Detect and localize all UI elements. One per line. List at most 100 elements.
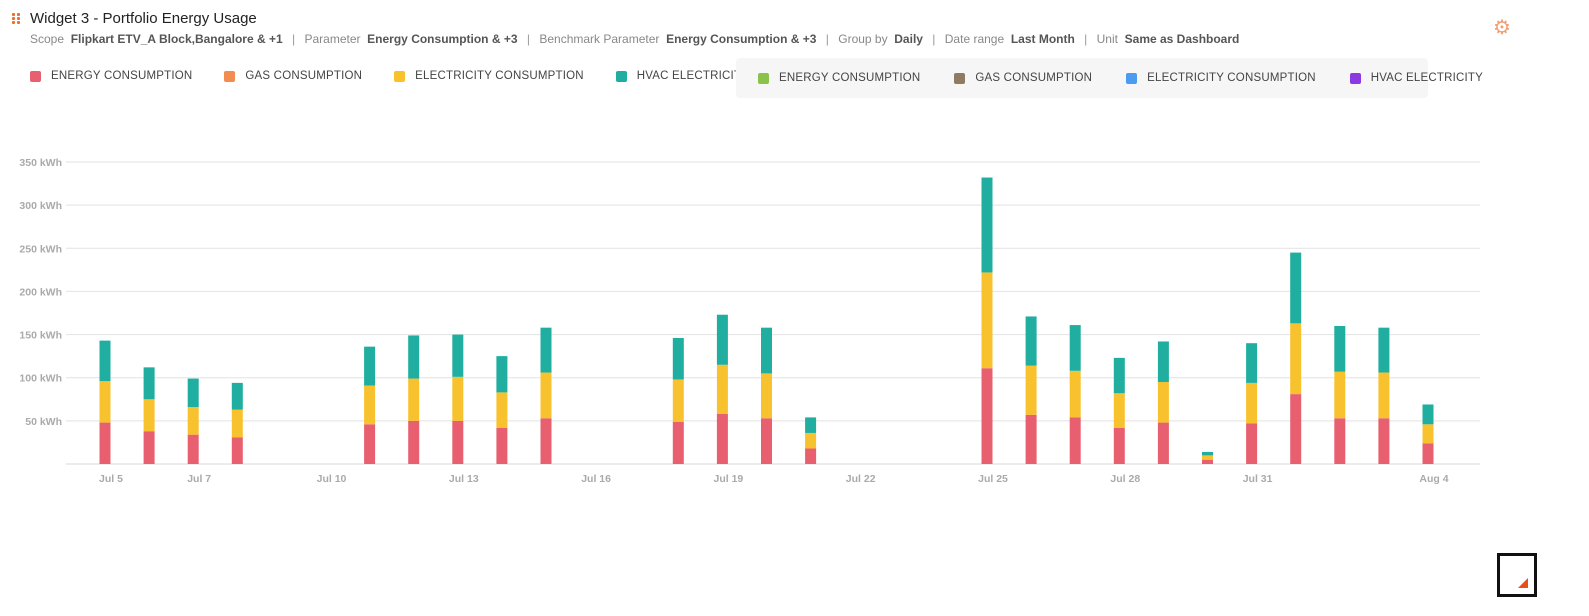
bar-segment (364, 424, 376, 464)
bar-segment (805, 448, 817, 464)
benchmark-label: Benchmark Parameter (539, 32, 660, 46)
bar-segment (540, 327, 552, 373)
y-tick-label: 350 kWh (19, 157, 62, 169)
bar-segment (805, 432, 817, 449)
bar-segment (672, 379, 684, 422)
legend-benchmark: ENERGY CONSUMPTION GAS CONSUMPTION ELECT… (736, 58, 1483, 98)
legend-swatch (615, 70, 627, 82)
group-by-label: Group by (838, 32, 888, 46)
bar-segment (1246, 343, 1258, 383)
gear-icon[interactable]: ⚙ (1493, 17, 1511, 39)
bar-segment (496, 392, 508, 428)
legend-label: ENERGY CONSUMPTION (779, 72, 921, 84)
bar-segment (1069, 325, 1081, 371)
unit-value: Same as Dashboard (1124, 32, 1240, 46)
resize-handle-icon[interactable] (1497, 553, 1537, 597)
bar-segment (716, 413, 728, 464)
legend-swatch (1349, 72, 1361, 84)
legend-swatch (1126, 72, 1138, 84)
bar-segment (1422, 424, 1434, 444)
bar-segment (1290, 394, 1302, 464)
x-tick-label: Jul 22 (846, 473, 876, 485)
group-by-value: Daily (894, 32, 923, 46)
legend-label: ENERGY CONSUMPTION (51, 70, 193, 82)
scope-value: Flipkart ETV_A Block,Bangalore & +1 (70, 32, 283, 46)
bar-segment (540, 418, 552, 464)
x-tick-label: Jul 19 (714, 473, 744, 485)
separator: | (825, 32, 829, 46)
drag-handle-icon[interactable] (12, 13, 22, 25)
scope-label: Scope (30, 32, 65, 46)
x-tick-label: Aug 4 (1419, 473, 1448, 485)
bar-segment (187, 407, 199, 435)
legend-item[interactable]: ELECTRICITY CONSUMPTION (386, 70, 584, 82)
bar-segment (187, 434, 199, 464)
separator: | (1084, 32, 1088, 46)
bar-segment (1025, 414, 1037, 464)
bar-segment (1113, 357, 1125, 394)
legend-label: GAS CONSUMPTION (975, 72, 1093, 84)
x-tick-label: Jul 31 (1243, 473, 1273, 485)
legend-item[interactable]: HVAC ELECTRICITY (608, 70, 749, 82)
y-tick-label: 300 kWh (19, 200, 62, 212)
bar-segment (805, 417, 817, 433)
legend-primary: ENERGY CONSUMPTION GAS CONSUMPTION ELECT… (22, 64, 773, 88)
x-tick-label: Jul 16 (581, 473, 611, 485)
bar-segment (1113, 427, 1125, 464)
bar-segment (143, 399, 155, 432)
bar-segment (1422, 404, 1434, 425)
bar-segment (981, 177, 993, 273)
legend-item[interactable]: ENERGY CONSUMPTION (750, 72, 920, 84)
legend-swatch (394, 70, 406, 82)
legend-label: HVAC ELECTRICITY (1370, 72, 1484, 84)
bar-segment (1378, 418, 1390, 464)
widget-meta: Scope Flipkart ETV_A Block,Bangalore & +… (30, 32, 1239, 46)
bar-segment (1246, 423, 1258, 464)
legend-item[interactable]: GAS CONSUMPTION (946, 72, 1092, 84)
bar-segment (1069, 417, 1081, 464)
bar-segment (408, 378, 420, 421)
benchmark-value: Energy Consumption & +3 (666, 32, 817, 46)
bar-segment (231, 437, 243, 464)
bar-segment (1157, 341, 1169, 383)
bar-segment (1290, 323, 1302, 395)
legend-swatch (30, 70, 41, 82)
bar-segment (1157, 422, 1169, 464)
bar-segment (1202, 459, 1213, 464)
legend-item[interactable]: GAS CONSUMPTION (216, 70, 362, 82)
legend-item[interactable]: ENERGY CONSUMPTION (22, 70, 192, 82)
parameter-value: Energy Consumption & +3 (367, 32, 518, 46)
unit-label: Unit (1096, 32, 1118, 46)
bar-segment (1290, 252, 1302, 324)
legend-swatch (224, 70, 236, 82)
bar-segment (1334, 371, 1346, 419)
bar-segment (364, 346, 376, 386)
bar-segment (452, 420, 464, 464)
bar-segment (1334, 418, 1346, 464)
bar-segment (143, 431, 155, 464)
bar-segment (496, 356, 508, 393)
legend-label: ELECTRICITY CONSUMPTION (415, 70, 584, 82)
date-range-value: Last Month (1010, 32, 1075, 46)
separator: | (292, 32, 296, 46)
legend-item[interactable]: ELECTRICITY CONSUMPTION (1118, 72, 1316, 84)
bar-segment (672, 421, 684, 464)
bar-segment (716, 364, 728, 414)
legend-label: GAS CONSUMPTION (245, 70, 363, 82)
date-range-label: Date range (944, 32, 1005, 46)
x-tick-label: Jul 10 (317, 473, 347, 485)
bar-segment (540, 372, 552, 419)
resize-triangle-icon (1518, 578, 1528, 588)
bar-segment (99, 422, 111, 464)
bar-segment (99, 340, 111, 382)
bar-segment (1334, 325, 1346, 372)
bar-segment (1378, 372, 1390, 419)
legend-item[interactable]: HVAC ELECTRICITY (1342, 72, 1483, 84)
bar-segment (187, 378, 199, 408)
bar-segment (1157, 382, 1169, 423)
bar-segment (761, 418, 772, 464)
bar-segment (231, 382, 243, 410)
bar-segment (1246, 382, 1258, 424)
y-tick-label: 250 kWh (19, 243, 62, 255)
widget-title: Widget 3 - Portfolio Energy Usage (30, 10, 257, 27)
